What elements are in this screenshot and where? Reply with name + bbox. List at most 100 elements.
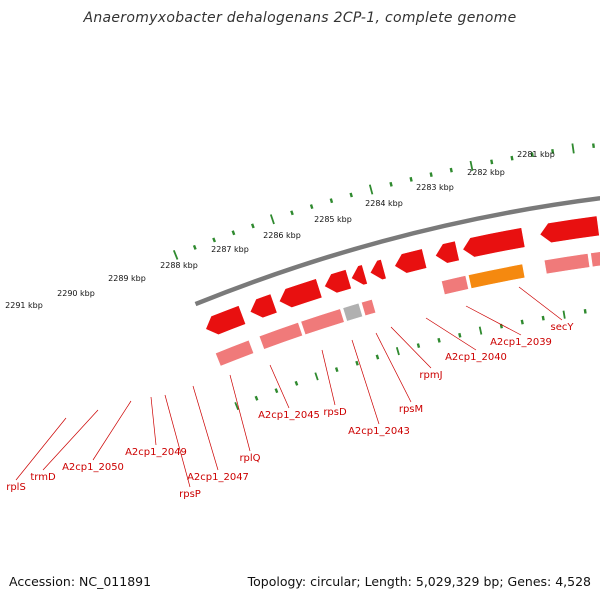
scale-tick <box>349 192 353 198</box>
scale-tick <box>375 354 380 360</box>
scale-label: 2281 kbp <box>517 150 555 159</box>
gene-block <box>342 302 364 322</box>
scale-tick <box>231 230 236 236</box>
scale-tick <box>458 332 462 338</box>
gene-arrow <box>434 240 460 264</box>
gene-arrow <box>394 248 428 274</box>
leader-line <box>150 396 157 446</box>
scale-tick <box>395 347 400 356</box>
scale-tick <box>192 244 197 250</box>
gene-block <box>590 251 600 268</box>
gene-label: A2cp1_2040 <box>445 352 507 363</box>
leader-line <box>92 400 132 461</box>
map-title: Anaeromyxobacter dehalogenans 2CP-1, com… <box>83 10 517 26</box>
scale-tick <box>254 395 259 401</box>
gene-arrow <box>324 269 352 294</box>
scale-tick <box>334 367 339 373</box>
scale-tick <box>389 181 393 187</box>
scale-tick <box>416 343 421 349</box>
scale-tick <box>510 155 514 161</box>
genome-summary-text: Topology: circular; Length: 5,029,329 bp… <box>247 574 591 589</box>
scale-label: 2291 kbp <box>5 301 43 310</box>
scale-label: 2282 kbp <box>467 168 505 177</box>
gene-arrow <box>249 293 278 319</box>
scale-tick <box>490 159 494 165</box>
leader-line <box>321 349 336 406</box>
label-leader-lines <box>15 286 563 488</box>
leader-line <box>390 326 432 369</box>
gene-label: trmD <box>30 472 56 483</box>
gene-arrow <box>350 264 368 286</box>
scale-label: 2288 kbp <box>160 261 198 270</box>
scale-tick <box>172 249 179 260</box>
gene-label: rpsP <box>179 489 201 500</box>
gene-arrow <box>205 305 247 336</box>
scale-tick <box>551 149 555 154</box>
scale-tick <box>234 401 240 411</box>
gene-label: rplS <box>6 482 26 493</box>
scale-tick <box>250 223 255 229</box>
leader-line <box>42 409 99 471</box>
inner-scale-ticks <box>234 309 587 411</box>
gene-block <box>214 339 255 367</box>
scale-tick <box>294 380 299 386</box>
leader-line <box>15 417 67 481</box>
scale-tick <box>520 319 524 325</box>
scale-label: 2289 kbp <box>108 274 146 283</box>
gene-block <box>441 275 469 296</box>
scale-tick <box>368 184 374 195</box>
gene-block <box>360 298 377 317</box>
leader-line <box>375 332 412 403</box>
scale-label: 2284 kbp <box>365 199 403 208</box>
gene-label: A2cp1_2043 <box>348 426 410 437</box>
gene-block <box>543 253 591 275</box>
scale-tick <box>329 198 334 204</box>
gene-label: A2cp1_2039 <box>490 337 552 348</box>
gene-arrow <box>462 227 526 258</box>
scale-tick <box>571 143 575 154</box>
leader-line <box>425 317 477 351</box>
gene-label: secY <box>551 322 575 333</box>
scale-tick <box>449 167 453 173</box>
gene-block <box>467 263 526 289</box>
scale-tick <box>562 310 566 319</box>
scale-tick <box>314 372 319 381</box>
gene-label: rplQ <box>239 453 260 464</box>
gene-label: A2cp1_2049 <box>125 447 187 458</box>
leader-line <box>229 374 251 452</box>
gene-label: A2cp1_2050 <box>62 462 124 473</box>
scale-label: 2286 kbp <box>263 231 301 240</box>
scale-label: 2285 kbp <box>314 215 352 224</box>
accession-text: Accession: NC_011891 <box>9 574 152 589</box>
scale-tick <box>478 326 483 335</box>
scale-tick <box>269 214 275 225</box>
gene-label: rpsM <box>399 404 423 415</box>
scale-tick <box>409 176 413 182</box>
gene-label: rpmJ <box>419 370 442 381</box>
scale-tick <box>290 210 294 216</box>
gene-arrow <box>539 215 600 244</box>
gene-arrow <box>278 278 323 309</box>
leader-line <box>269 364 290 409</box>
scale-tick <box>469 160 474 171</box>
gene-label: rpsD <box>323 407 347 418</box>
scale-label: 2287 kbp <box>211 245 249 254</box>
scale-tick <box>212 237 217 243</box>
genome-backbone <box>194 196 600 307</box>
scale-tick <box>530 152 534 158</box>
leader-line <box>518 286 563 321</box>
scale-tick <box>592 143 595 149</box>
gene-block <box>300 308 345 336</box>
leader-line <box>351 339 380 425</box>
leader-line <box>465 305 522 336</box>
scale-tick <box>274 388 279 394</box>
gene-label: A2cp1_2045 <box>258 410 320 421</box>
scale-tick <box>309 204 314 210</box>
gene-track <box>205 215 600 367</box>
leader-line <box>164 394 191 488</box>
scale-tick <box>429 172 433 177</box>
scale-label: 2283 kbp <box>416 183 454 192</box>
